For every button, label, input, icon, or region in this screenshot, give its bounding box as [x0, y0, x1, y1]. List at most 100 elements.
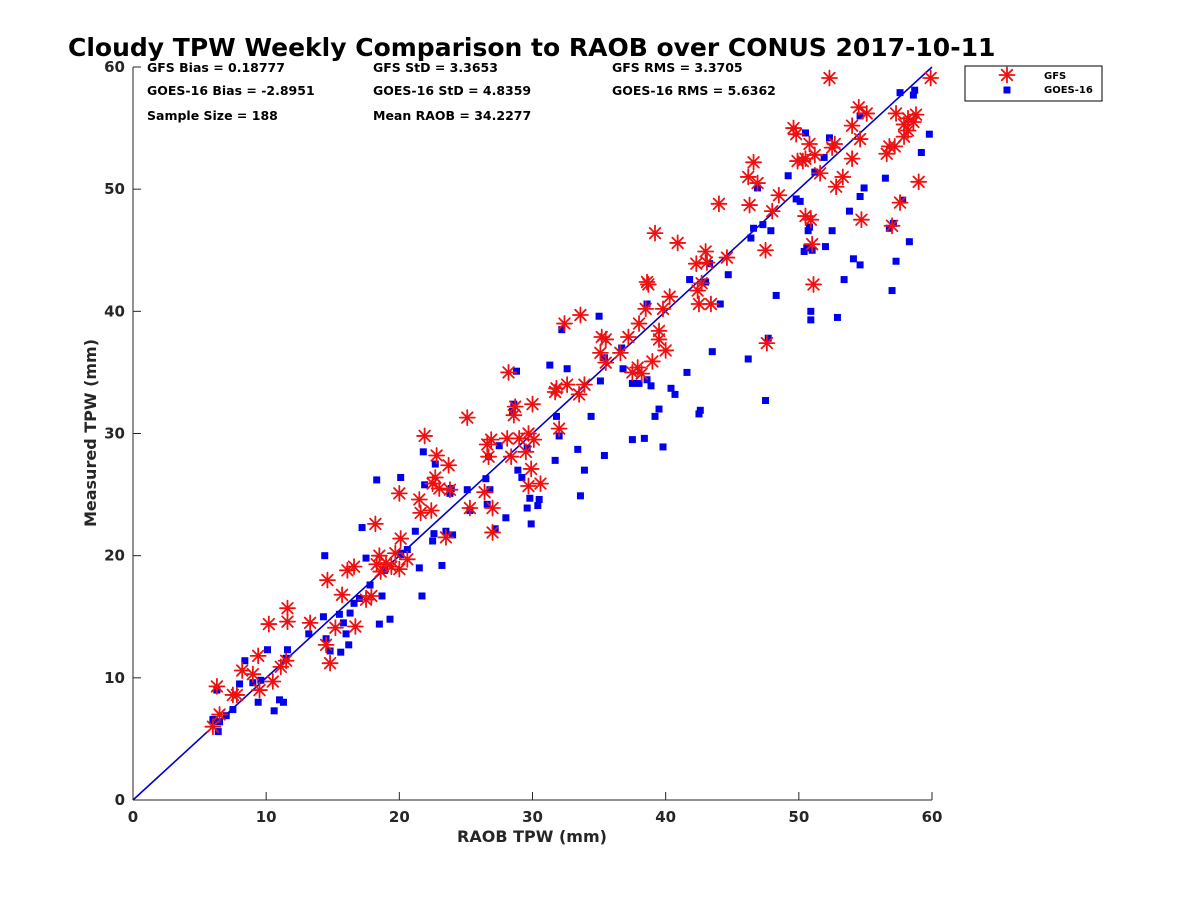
- goes16-point: [892, 257, 900, 265]
- stat-goes-std: GOES-16 StD = 4.8359: [373, 83, 531, 98]
- goes16-point: [811, 168, 819, 176]
- goes16-point: [270, 707, 278, 715]
- gfs-point: [476, 483, 493, 501]
- y-tick-label: 60: [104, 58, 125, 76]
- goes16-point: [438, 561, 446, 569]
- gfs-point: [208, 677, 226, 695]
- y-tick-label: 0: [115, 791, 125, 809]
- x-tick-label: 50: [788, 808, 809, 826]
- y-tick-label: 30: [104, 425, 125, 443]
- goes16-point: [355, 594, 363, 602]
- goes16-point: [576, 492, 584, 500]
- gfs-point: [639, 276, 657, 293]
- gfs-point: [517, 443, 535, 461]
- gfs-point: [922, 69, 940, 87]
- gfs-point: [556, 315, 573, 332]
- gfs-point: [520, 477, 537, 495]
- goes16-point: [849, 255, 857, 263]
- gfs-point: [398, 550, 416, 568]
- goes16-point: [319, 613, 327, 621]
- gfs-point: [597, 331, 615, 348]
- gfs-point: [702, 295, 720, 313]
- gfs-point: [757, 241, 774, 259]
- gfs-point: [843, 117, 861, 135]
- goes16-point: [925, 130, 933, 138]
- gfs-point: [279, 613, 296, 631]
- goes16-point: [563, 365, 571, 373]
- goes16-point: [486, 486, 494, 494]
- stat-goes-bias: GOES-16 Bias = -2.8951: [147, 83, 315, 98]
- legend-goes16-square: [1003, 86, 1011, 94]
- gfs-point: [251, 681, 268, 699]
- goes16-point: [431, 460, 439, 468]
- stat-sample-size: Sample Size = 188: [147, 108, 278, 123]
- goes16-point: [523, 504, 531, 512]
- gfs-point: [260, 615, 278, 633]
- gfs-point: [321, 654, 339, 672]
- gfs-point: [637, 300, 655, 318]
- legend-gfs-asterisk: [998, 66, 1016, 84]
- gfs-point: [802, 211, 820, 229]
- gfs-point: [572, 306, 589, 324]
- goes16-point: [635, 379, 643, 387]
- legend-gfs-marker: [998, 66, 1016, 84]
- goes16-point: [527, 520, 535, 528]
- goes16-point: [257, 676, 265, 684]
- goes16-point: [747, 234, 755, 242]
- y-tick-label: 20: [104, 547, 125, 565]
- gfs-point: [619, 328, 637, 346]
- gfs-point: [228, 686, 246, 704]
- gfs-point: [633, 365, 651, 383]
- goes16-point: [702, 278, 710, 286]
- goes16-point: [514, 466, 522, 474]
- gfs-point: [204, 718, 222, 736]
- goes16-point: [708, 348, 716, 356]
- goes16-point: [523, 444, 531, 452]
- goes16-point: [526, 494, 534, 502]
- gfs-point: [430, 480, 448, 497]
- x-ticks: 0 10 20 30 40 50 60: [128, 792, 942, 826]
- x-tick-label: 40: [655, 808, 676, 826]
- gfs-point: [883, 217, 901, 235]
- gfs-point: [763, 202, 781, 220]
- goes16-point: [337, 648, 345, 656]
- gfs-point: [806, 146, 824, 164]
- gfs-point: [506, 398, 524, 416]
- gfs-point: [366, 515, 384, 533]
- goes16-point: [373, 476, 381, 484]
- goes16-point: [495, 442, 503, 450]
- goes16-point: [430, 530, 438, 538]
- gfs-point: [412, 504, 430, 522]
- goes16-point: [397, 473, 405, 481]
- goes16-point: [254, 698, 262, 706]
- gfs-point: [482, 431, 500, 449]
- gfs-point: [805, 276, 822, 293]
- gfs-point: [333, 586, 351, 604]
- goes16-point: [366, 581, 374, 589]
- gfs-point: [910, 173, 928, 191]
- goes16-point: [558, 326, 566, 334]
- gfs-point: [597, 354, 615, 372]
- gfs-point: [233, 662, 251, 679]
- goes16-point: [275, 696, 283, 704]
- gfs-point: [718, 249, 736, 266]
- gfs-point: [338, 561, 356, 579]
- goes16-point: [222, 712, 230, 720]
- gfs-point: [770, 186, 788, 204]
- gfs-point: [749, 174, 766, 192]
- gfs-point: [843, 150, 861, 168]
- goes16-point: [828, 227, 836, 235]
- goes16-point: [716, 300, 724, 308]
- gfs-point: [887, 105, 905, 122]
- gfs-point: [484, 499, 501, 517]
- goes16-point: [856, 192, 864, 200]
- goes16-point: [833, 313, 841, 321]
- goes16-point: [619, 365, 627, 373]
- gfs-point: [858, 105, 876, 122]
- gfs-point: [646, 224, 664, 242]
- goes16-point: [804, 227, 812, 235]
- gfs-point: [853, 211, 870, 229]
- goes16-point: [881, 174, 889, 182]
- goes16-point: [628, 379, 636, 387]
- gfs-point: [741, 196, 758, 214]
